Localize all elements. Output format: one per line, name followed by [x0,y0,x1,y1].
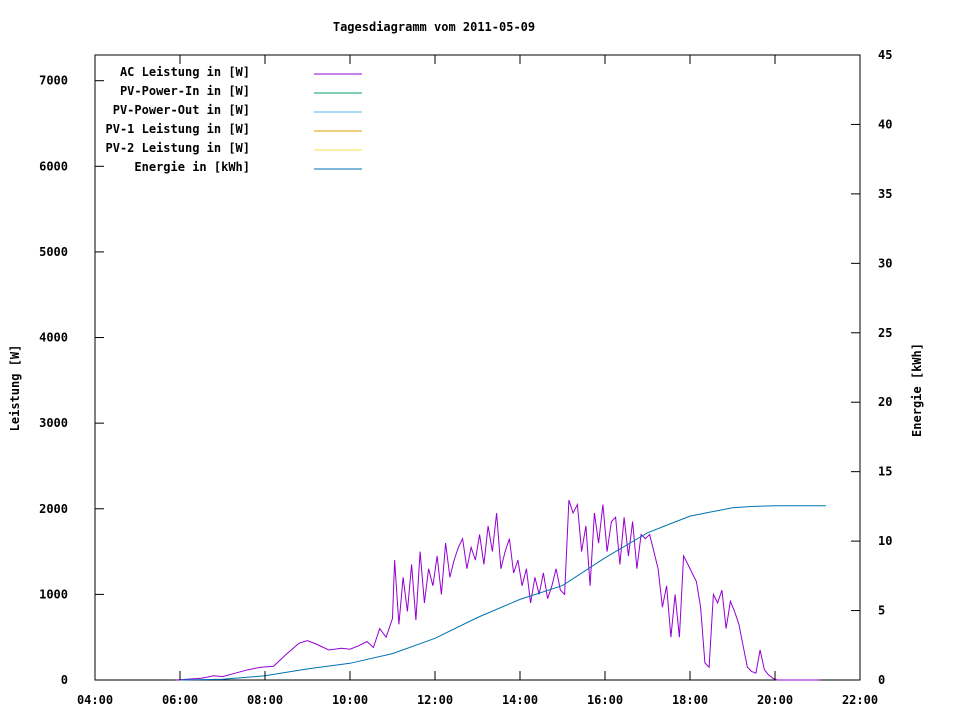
y2-tick-label: 40 [878,117,892,131]
x-tick-label: 08:00 [247,693,283,707]
y2-tick-label: 25 [878,326,892,340]
x-tick-label: 12:00 [417,693,453,707]
x-tick-label: 16:00 [587,693,623,707]
legend-label: PV-Power-In in [W] [120,84,250,98]
legend-label: Energie in [kWh] [134,160,250,174]
x-tick-label: 22:00 [842,693,878,707]
y-tick-label: 2000 [39,502,68,516]
x-tick-label: 06:00 [162,693,198,707]
x-tick-label: 20:00 [757,693,793,707]
y2-tick-label: 20 [878,395,892,409]
series-line-1 [175,500,820,681]
chart-title: Tagesdiagramm vom 2011-05-09 [333,20,535,34]
y2-axis-label: Energie [kWh] [910,343,924,437]
y2-tick-label: 10 [878,534,892,548]
y-axis-label: Leistung [W] [8,345,22,432]
y-tick-label: 1000 [39,587,68,601]
y2-tick-label: 35 [878,187,892,201]
y-tick-label: 6000 [39,159,68,173]
y2-tick-label: 15 [878,465,892,479]
legend: AC Leistung in [W] PV-Power-In in [W] PV-P… [106,65,362,174]
legend-label: PV-1 Leistung in [W] [106,122,251,136]
plot-area [94,54,861,681]
x-tick-label: 10:00 [332,693,368,707]
y-tick-label: 0 [61,673,68,687]
y2-tick-label: 5 [878,604,885,618]
y-tick-label: 7000 [39,74,68,88]
legend-label: PV-Power-Out in [W] [113,103,250,117]
y-tick-label: 4000 [39,331,68,345]
y-tick-label: 5000 [39,245,68,259]
plot-frame [94,54,861,681]
y2-tick-label: 45 [878,48,892,62]
legend-label: AC Leistung in [W] [120,65,250,79]
series-line-6 [179,505,826,681]
x-tick-label: 14:00 [502,693,538,707]
x-tick-label: 04:00 [77,693,113,707]
y2-tick-label: 30 [878,256,892,270]
y2-tick-label: 0 [878,673,885,687]
legend-label: PV-2 Leistung in [W] [106,141,251,155]
x-tick-label: 18:00 [672,693,708,707]
y-tick-label: 3000 [39,416,68,430]
axis-ticks: 04:00 06:00 08:00 10:00 12:00 14:00 16:00 18:00… [39,48,892,707]
